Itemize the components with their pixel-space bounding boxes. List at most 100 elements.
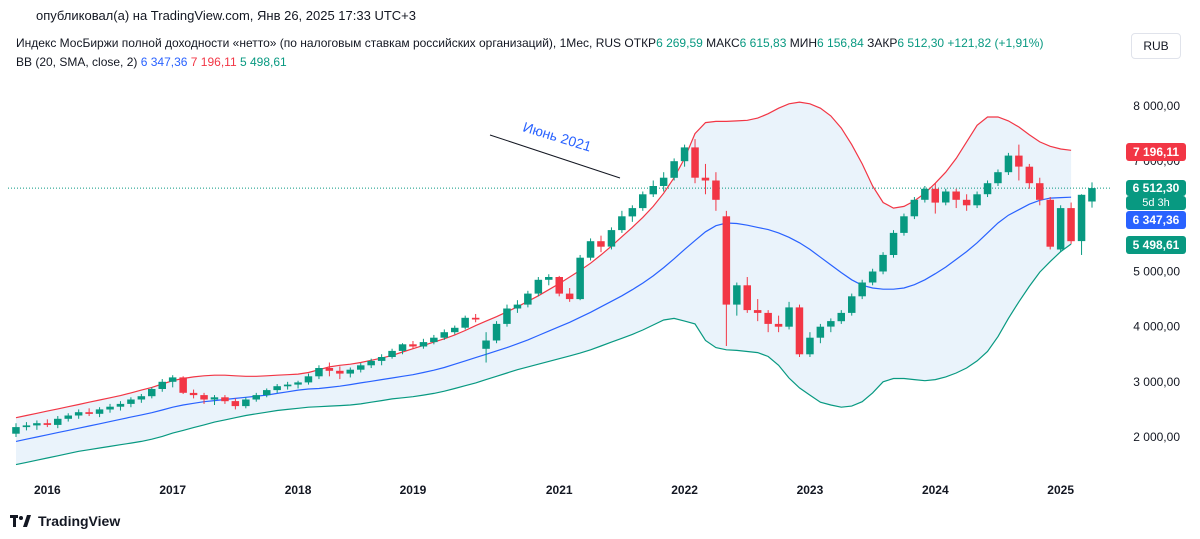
candle-body bbox=[848, 296, 856, 313]
candle-body bbox=[304, 376, 313, 383]
bb-upper-line bbox=[15, 101, 1072, 419]
candle-body bbox=[440, 332, 448, 338]
candle-body bbox=[1036, 183, 1044, 200]
candle-body bbox=[1056, 208, 1065, 250]
candle-body bbox=[586, 241, 595, 258]
candle-body bbox=[179, 377, 187, 393]
x-tick-label: 2017 bbox=[159, 483, 186, 497]
candle-body bbox=[733, 285, 741, 305]
low-value: 6 156,84 bbox=[817, 36, 864, 50]
candle-body bbox=[555, 277, 563, 294]
candle-body bbox=[565, 293, 574, 300]
upper-band-price-tag: 7 196,11 bbox=[1126, 143, 1186, 161]
last-price-tag: 6 512,30 bbox=[1126, 180, 1186, 196]
candle-body bbox=[1015, 155, 1023, 167]
candle-body bbox=[43, 423, 52, 425]
candle-body bbox=[722, 216, 731, 305]
candle-body bbox=[712, 180, 720, 200]
candle-body bbox=[95, 409, 104, 414]
candle-body bbox=[315, 368, 323, 377]
basis-price-tag: 6 347,36 bbox=[1126, 211, 1186, 229]
candle-body bbox=[921, 188, 929, 200]
open-label: ОТКР bbox=[624, 36, 657, 50]
candle-body bbox=[618, 216, 626, 231]
open-value: 6 269,59 bbox=[656, 36, 703, 50]
candle-body bbox=[85, 412, 93, 414]
candle-body bbox=[889, 232, 898, 255]
candle-body bbox=[942, 191, 950, 203]
candle-body bbox=[1046, 199, 1054, 247]
candle-body bbox=[451, 327, 459, 333]
tradingview-logo-icon bbox=[10, 515, 31, 527]
candle-body bbox=[22, 425, 31, 428]
y-tick-label: 4 000,00 bbox=[1133, 320, 1180, 334]
candle-body bbox=[764, 312, 772, 324]
currency-button[interactable]: RUB bbox=[1131, 33, 1181, 59]
x-tick-label: 2024 bbox=[922, 483, 949, 497]
candle-body bbox=[252, 395, 260, 400]
candle-body bbox=[607, 230, 616, 247]
candle-body bbox=[409, 344, 417, 347]
candle-body bbox=[231, 401, 240, 407]
symbol-legend: Индекс МосБиржи полной доходности «нетто… bbox=[16, 36, 1043, 50]
candle-body bbox=[816, 326, 825, 338]
y-tick-label: 5 000,00 bbox=[1133, 265, 1180, 279]
candle-body bbox=[482, 340, 490, 349]
candle-body bbox=[649, 186, 657, 195]
candle-body bbox=[1067, 208, 1075, 242]
low-label: МИН bbox=[789, 36, 818, 50]
candle-body bbox=[388, 350, 396, 357]
candle-body bbox=[461, 317, 469, 328]
candle-body bbox=[357, 365, 365, 370]
candle-body bbox=[670, 161, 678, 178]
bb-label[interactable]: BB (20, SMA, close, 2) bbox=[16, 55, 138, 69]
candle-body bbox=[54, 418, 62, 425]
y-tick-label: 8 000,00 bbox=[1133, 99, 1180, 113]
x-tick-label: 2016 bbox=[34, 483, 61, 497]
candle-body bbox=[283, 384, 292, 387]
candle-body bbox=[492, 323, 501, 341]
tradingview-brand: TradingView bbox=[38, 513, 121, 529]
candle-body bbox=[64, 415, 72, 419]
candle-body bbox=[210, 397, 219, 400]
candle-body bbox=[524, 293, 532, 305]
candle-body bbox=[962, 199, 971, 206]
candle-body bbox=[691, 147, 699, 178]
candle-body bbox=[398, 344, 407, 351]
candle-body bbox=[868, 271, 877, 283]
candle-body bbox=[12, 427, 20, 434]
candle-body bbox=[910, 199, 919, 217]
candle-body bbox=[106, 406, 114, 410]
candle-body bbox=[367, 360, 375, 366]
candle-body bbox=[168, 377, 177, 382]
x-tick-label: 2022 bbox=[671, 483, 698, 497]
candle-body bbox=[200, 395, 208, 400]
lower-band-price-tag: 5 498,61 bbox=[1126, 236, 1186, 254]
candle-body bbox=[33, 423, 41, 426]
candle-body bbox=[827, 321, 835, 327]
candle-body bbox=[837, 312, 845, 322]
x-tick-label: 2018 bbox=[285, 483, 312, 497]
candle-body bbox=[74, 412, 83, 416]
candle-body bbox=[1077, 194, 1086, 242]
candle-body bbox=[952, 191, 960, 200]
candle-body bbox=[137, 396, 146, 400]
tradingview-logo[interactable]: TradingView bbox=[10, 513, 120, 529]
candle-body bbox=[242, 399, 250, 407]
y-tick-label: 2 000,00 bbox=[1133, 430, 1180, 444]
candle-body bbox=[628, 208, 637, 217]
x-tick-label: 2021 bbox=[546, 483, 573, 497]
symbol-title[interactable]: Индекс МосБиржи полной доходности «нетто… bbox=[16, 36, 622, 50]
candle-body bbox=[263, 390, 271, 396]
candle-body bbox=[273, 386, 281, 391]
candle-body bbox=[753, 310, 762, 313]
y-tick-label: 3 000,00 bbox=[1133, 375, 1180, 389]
candle-body bbox=[879, 254, 887, 272]
candle-body bbox=[659, 177, 668, 186]
candle-body bbox=[900, 216, 908, 233]
candle-body bbox=[1004, 155, 1013, 173]
candle-body bbox=[116, 403, 125, 407]
candle-body bbox=[1088, 188, 1096, 202]
high-label: МАКС bbox=[706, 36, 740, 50]
